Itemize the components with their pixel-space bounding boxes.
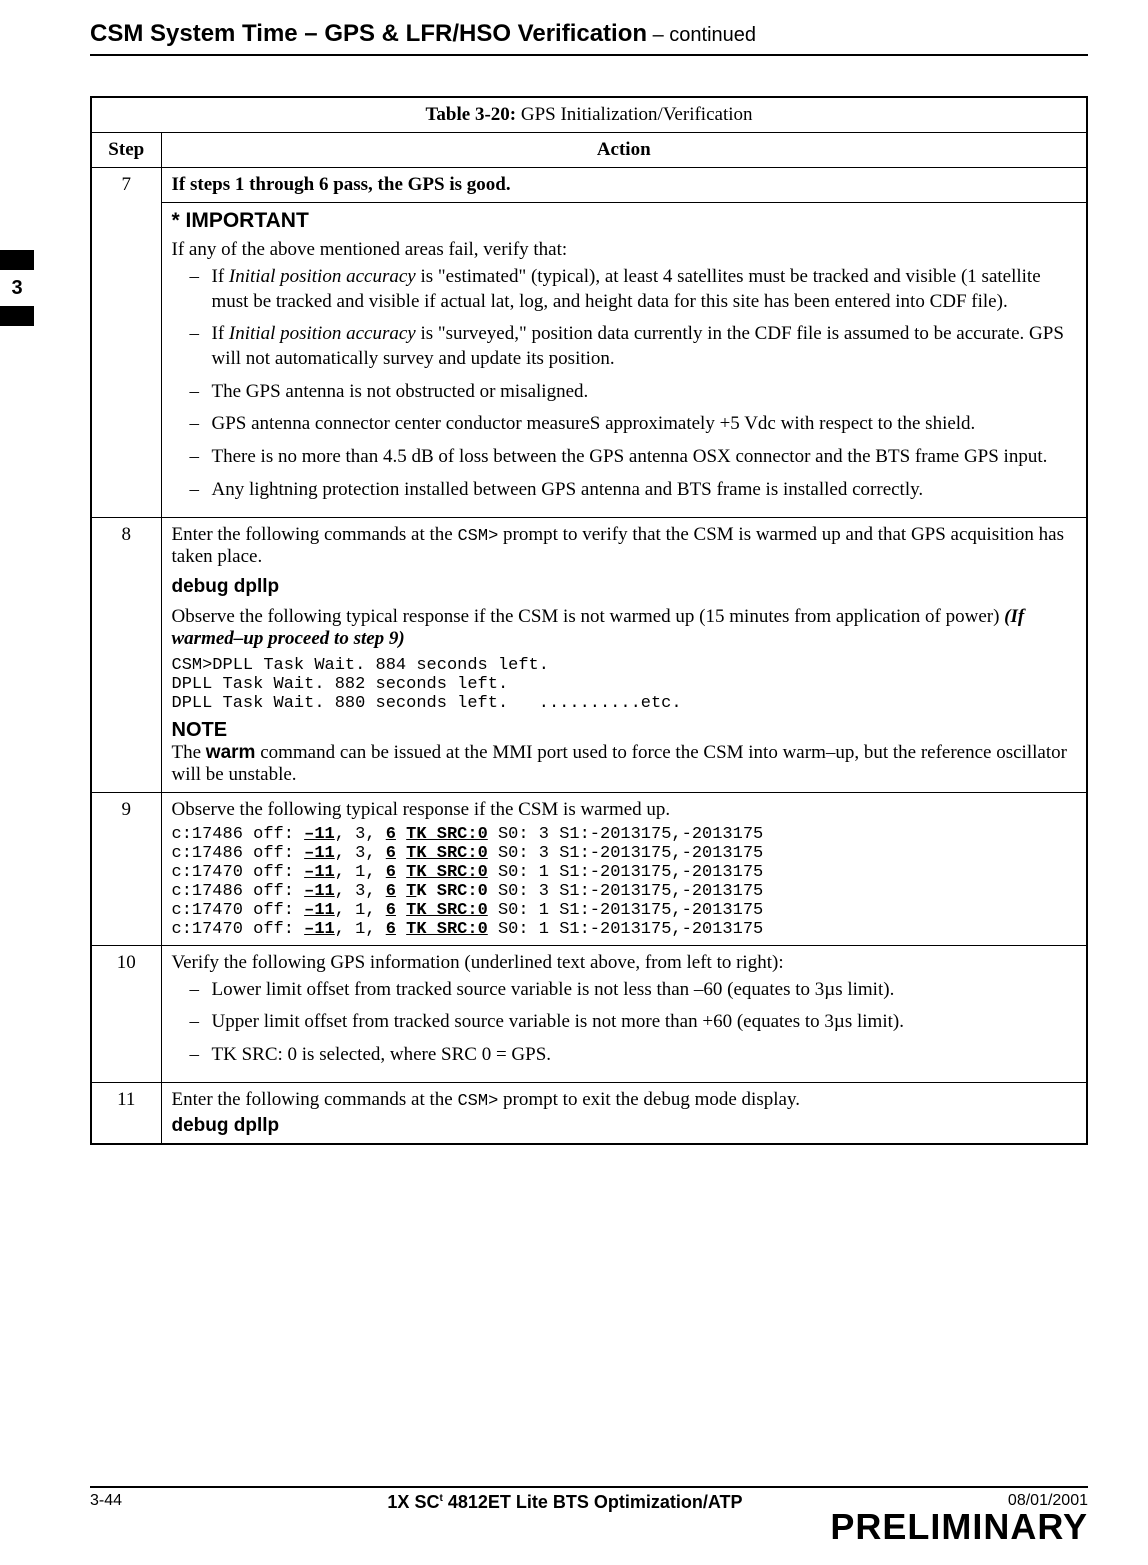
row8-cmd: debug dpllp xyxy=(172,576,1077,598)
header-continued: – continued xyxy=(647,24,756,46)
footer-left: 3-44 xyxy=(90,1492,122,1510)
note-label: NOTE xyxy=(172,719,1077,742)
row9-mono: c:17486 off: –11, 3, 6 TK SRC:0 S0: 3 S1… xyxy=(172,825,1077,939)
col-action: Action xyxy=(161,133,1087,168)
list-item: There is no more than 4.5 dB of loss bet… xyxy=(190,445,1077,470)
table-row: * IMPORTANT If any of the above mentione… xyxy=(91,203,1087,518)
row9-p1: Observe the following typical response i… xyxy=(172,799,1077,821)
footer-rule xyxy=(90,1486,1088,1488)
footer-center: 1X SCt 4812ET Lite BTS Optimization/ATP xyxy=(387,1492,742,1513)
row10-body: Verify the following GPS information (un… xyxy=(161,945,1087,1082)
row9-body: Observe the following typical response i… xyxy=(161,792,1087,945)
table-row: 11 Enter the following commands at the C… xyxy=(91,1082,1087,1144)
row8-body: Enter the following commands at the CSM>… xyxy=(161,517,1087,792)
preliminary-watermark: PRELIMINARY xyxy=(90,1509,1088,1545)
side-tab-number: 3 xyxy=(0,270,34,306)
col-step: Step xyxy=(91,133,161,168)
side-tab: 3 xyxy=(0,250,34,326)
list-item: GPS antenna connector center conductor m… xyxy=(190,412,1077,437)
gps-table: Table 3-20: GPS Initialization/Verificat… xyxy=(90,96,1088,1145)
important-label: * IMPORTANT xyxy=(172,209,1077,233)
header-title: CSM System Time – GPS & LFR/HSO Verifica… xyxy=(90,20,647,47)
list-item: The GPS antenna is not obstructed or mis… xyxy=(190,380,1077,405)
row8-p3: The warm command can be issued at the MM… xyxy=(172,742,1077,786)
page-header: CSM System Time – GPS & LFR/HSO Verifica… xyxy=(90,20,1088,48)
caption-bold: Table 3-20: xyxy=(425,104,516,125)
row11-cmd: debug dpllp xyxy=(172,1115,1077,1137)
page-footer: 3-44 1X SCt 4812ET Lite BTS Optimization… xyxy=(90,1486,1088,1545)
row11-p1: Enter the following commands at the CSM>… xyxy=(172,1089,1077,1111)
row7-line1: If steps 1 through 6 pass, the GPS is go… xyxy=(161,168,1087,203)
table-row: 9 Observe the following typical response… xyxy=(91,792,1087,945)
table-caption-row: Table 3-20: GPS Initialization/Verificat… xyxy=(91,97,1087,133)
list-item: Upper limit offset from tracked source v… xyxy=(190,1010,1077,1035)
caption-rest: GPS Initialization/Verification xyxy=(516,104,752,125)
step-11: 11 xyxy=(91,1082,161,1144)
list-item: If Initial position accuracy is "estimat… xyxy=(190,265,1077,314)
list-item: Any lightning protection installed betwe… xyxy=(190,478,1077,503)
step-9: 9 xyxy=(91,792,161,945)
list-item: Lower limit offset from tracked source v… xyxy=(190,978,1077,1003)
step-7: 7 xyxy=(91,168,161,518)
side-tab-top-block xyxy=(0,250,34,270)
table-caption: Table 3-20: GPS Initialization/Verificat… xyxy=(91,97,1087,133)
row7-bullets: If Initial position accuracy is "estimat… xyxy=(190,265,1077,503)
table-head-row: Step Action xyxy=(91,133,1087,168)
table-row: 7 If steps 1 through 6 pass, the GPS is … xyxy=(91,168,1087,203)
step-10: 10 xyxy=(91,945,161,1082)
table-row: 8 Enter the following commands at the CS… xyxy=(91,517,1087,792)
row11-body: Enter the following commands at the CSM>… xyxy=(161,1082,1087,1144)
header-rule xyxy=(90,54,1088,56)
side-tab-bottom-block xyxy=(0,306,34,326)
row8-mono: CSM>DPLL Task Wait. 884 seconds left. DP… xyxy=(172,656,1077,713)
list-item: If Initial position accuracy is "surveye… xyxy=(190,322,1077,371)
row10-p1: Verify the following GPS information (un… xyxy=(172,952,1077,974)
step-8: 8 xyxy=(91,517,161,792)
table-row: 10 Verify the following GPS information … xyxy=(91,945,1087,1082)
row10-bullets: Lower limit offset from tracked source v… xyxy=(190,978,1077,1068)
row7-body: * IMPORTANT If any of the above mentione… xyxy=(161,203,1087,518)
list-item: TK SRC: 0 is selected, where SRC 0 = GPS… xyxy=(190,1043,1077,1068)
row8-p2: Observe the following typical response i… xyxy=(172,606,1077,650)
row7-intro: If any of the above mentioned areas fail… xyxy=(172,239,1077,261)
row8-p1: Enter the following commands at the CSM>… xyxy=(172,524,1077,568)
